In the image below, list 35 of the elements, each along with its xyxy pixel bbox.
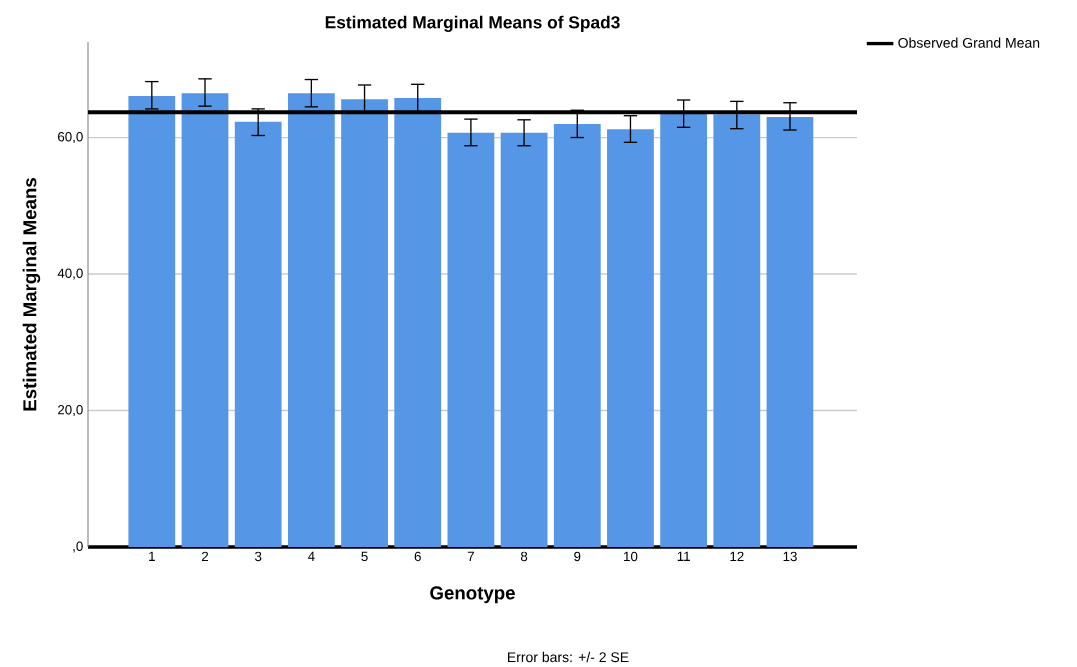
x-axis-title: Genotype [430, 586, 515, 604]
x-tick-label: 12 [730, 551, 744, 562]
legend-label: Observed Grand Mean [898, 37, 1040, 48]
bar [553, 124, 601, 548]
x-tick-label: 1 [149, 551, 155, 562]
x-tick-label: 13 [783, 551, 797, 562]
x-tick-label: 2 [201, 551, 209, 562]
y-axis-title: Estimated Marginal Means [22, 178, 41, 411]
y-tick-label: 60,0 [58, 132, 83, 144]
bar [234, 122, 282, 548]
x-tick-label: 10 [624, 551, 638, 562]
bar [394, 98, 442, 548]
y-tick-label: ,0 [73, 541, 83, 553]
x-tick-label: 11 [677, 551, 690, 562]
bar [766, 117, 814, 548]
y-tick-label: 20,0 [58, 405, 83, 417]
x-tick-label: 3 [254, 551, 262, 562]
bar [447, 132, 495, 548]
bar [287, 93, 335, 548]
bar [500, 132, 548, 548]
chart-title: Estimated Marginal Means of Spad3 [325, 15, 620, 33]
bar [713, 114, 761, 548]
x-tick-label: 7 [467, 551, 474, 562]
text: Error bars: +/- 2 SE [508, 652, 629, 663]
x-tick-label: 6 [414, 551, 421, 562]
x-tick-label: 9 [574, 551, 581, 562]
bar [660, 113, 708, 548]
bar [341, 99, 388, 548]
bar [607, 129, 654, 548]
x-tick-label: 8 [520, 551, 528, 562]
x-tick-label: 4 [307, 551, 315, 562]
x-tick-label: 5 [361, 551, 368, 562]
y-tick-label: 40,0 [57, 268, 83, 280]
bar [181, 93, 229, 548]
bar [128, 96, 176, 548]
